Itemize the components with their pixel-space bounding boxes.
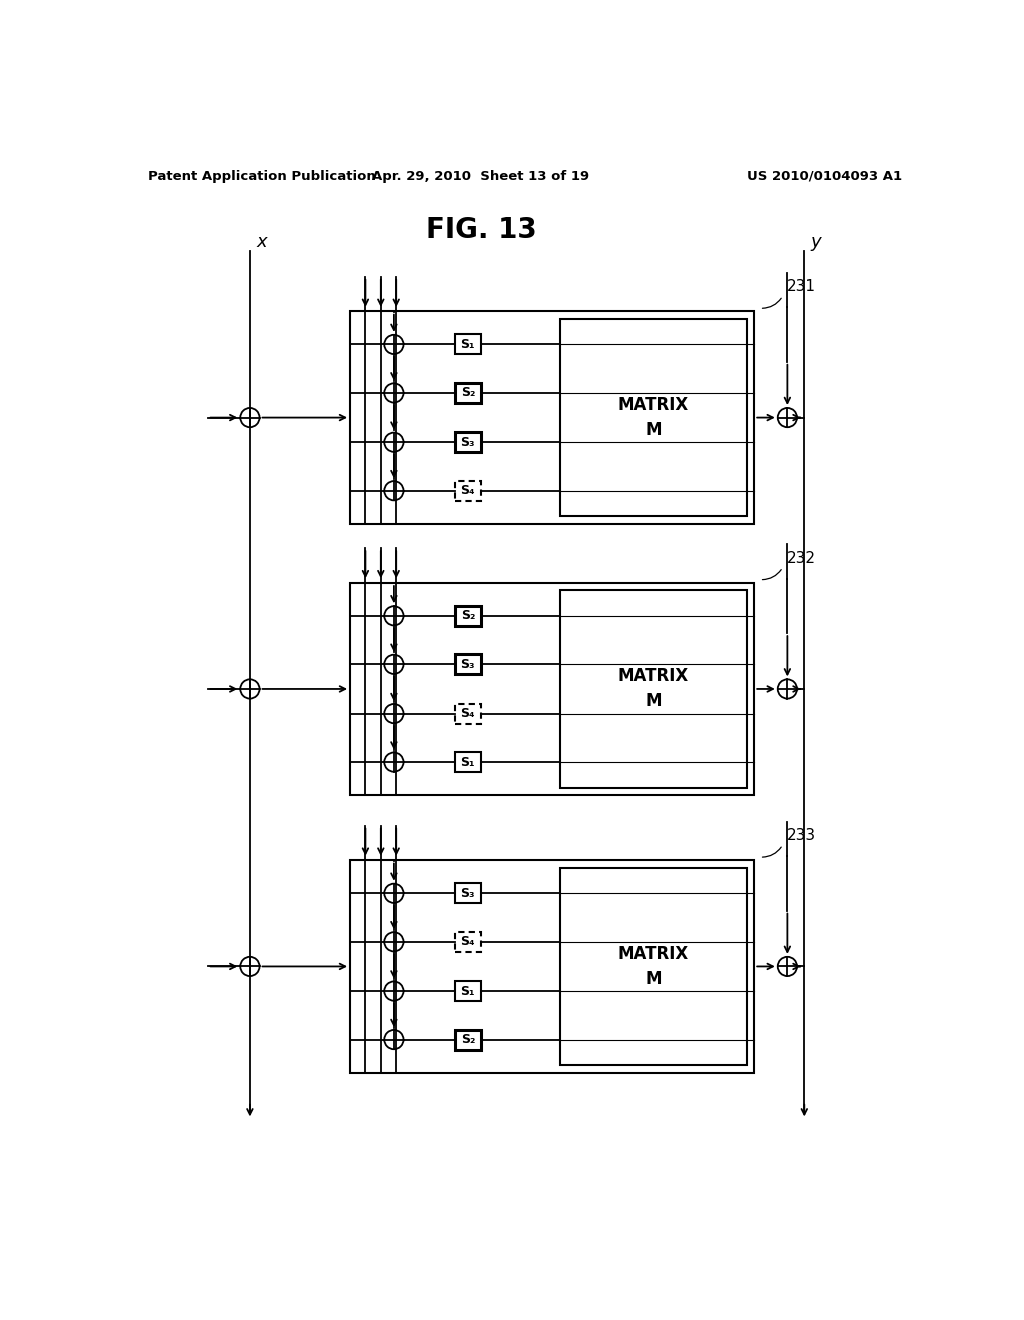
Text: S₁: S₁ — [461, 985, 475, 998]
Bar — [455, 606, 480, 626]
Text: S₄: S₄ — [461, 484, 475, 498]
Text: US 2010/0104093 A1: US 2010/0104093 A1 — [746, 170, 902, 183]
Text: MATRIX
M: MATRIX M — [617, 668, 689, 710]
Bar — [560, 590, 746, 788]
Bar — [455, 383, 480, 403]
Bar — [455, 883, 480, 903]
Text: S₄: S₄ — [461, 936, 475, 948]
Text: S₃: S₃ — [461, 657, 475, 671]
Bar — [455, 704, 480, 723]
Bar — [560, 867, 746, 1065]
Text: S₁: S₁ — [461, 338, 475, 351]
Text: y: y — [810, 232, 821, 251]
Text: 232: 232 — [787, 550, 816, 566]
Bar — [455, 432, 480, 453]
Text: S₄: S₄ — [461, 708, 475, 721]
Text: S₂: S₂ — [461, 610, 475, 622]
Text: FIG. 13: FIG. 13 — [426, 216, 537, 244]
Bar — [455, 1030, 480, 1049]
Text: S₃: S₃ — [461, 887, 475, 900]
Bar — [350, 312, 755, 524]
Text: S₃: S₃ — [461, 436, 475, 449]
Bar — [455, 655, 480, 675]
Text: MATRIX
M: MATRIX M — [617, 945, 689, 987]
Text: 231: 231 — [787, 280, 816, 294]
Bar — [455, 334, 480, 355]
Bar — [455, 480, 480, 500]
Bar — [560, 319, 746, 516]
Text: S₂: S₂ — [461, 1034, 475, 1045]
Text: x: x — [256, 232, 266, 251]
Bar — [350, 582, 755, 795]
Bar — [455, 752, 480, 772]
Text: Apr. 29, 2010  Sheet 13 of 19: Apr. 29, 2010 Sheet 13 of 19 — [373, 170, 590, 183]
Bar — [455, 932, 480, 952]
Text: S₂: S₂ — [461, 387, 475, 400]
Bar — [455, 981, 480, 1001]
Bar — [350, 861, 755, 1073]
Text: 233: 233 — [787, 828, 816, 843]
Text: Patent Application Publication: Patent Application Publication — [147, 170, 375, 183]
Text: MATRIX
M: MATRIX M — [617, 396, 689, 440]
Text: S₁: S₁ — [461, 755, 475, 768]
